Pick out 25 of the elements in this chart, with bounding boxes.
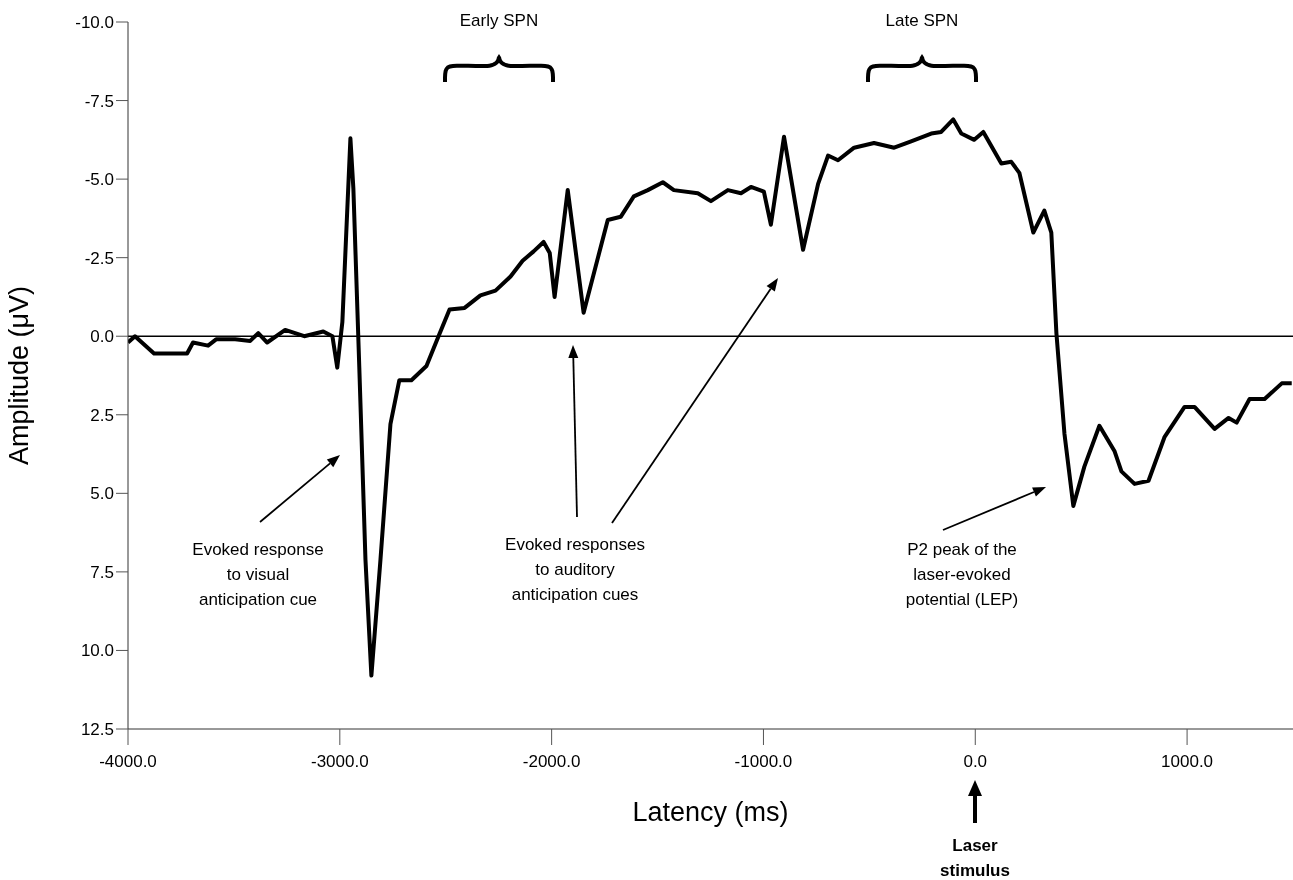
y-tick-label: -2.5: [84, 248, 114, 268]
annotation: P2 peak of the laser-evoked potential (LEP): [904, 539, 1020, 611]
y-tick-label: 5.0: [90, 484, 114, 504]
x-tick-label: 0.0: [963, 752, 988, 772]
annotation: Early SPN: [458, 10, 540, 32]
x-tick-label: -4000.0: [99, 752, 157, 772]
y-tick-label: 12.5: [80, 720, 114, 740]
x-tick-label: -3000.0: [310, 752, 369, 772]
x-tick-label: -2000.0: [522, 752, 581, 772]
annotation: Evoked response to visual anticipation cue: [191, 539, 325, 611]
annotation: Late SPN: [884, 10, 960, 32]
line-series: [128, 117, 1293, 678]
y-tick-label: 10.0: [80, 641, 114, 661]
y-tick-label: -7.5: [84, 91, 114, 111]
y-tick-label: -10.0: [75, 13, 114, 33]
y-tick-label: 0.0: [90, 327, 114, 347]
y-axis-title: Amplitude (μV): [3, 285, 34, 466]
x-tick-label: 1000.0: [1161, 752, 1214, 772]
x-tick-label: -1000.0: [734, 752, 793, 772]
text: Laser stimulus: [939, 835, 1011, 880]
y-tick-label: 7.5: [90, 562, 114, 582]
x-axis-title: Latency (ms): [632, 797, 789, 827]
y-tick-label: -5.0: [84, 170, 114, 190]
y-tick-label: 2.5: [90, 405, 114, 425]
annotation: Evoked responses to auditory anticipation cues: [504, 534, 646, 606]
